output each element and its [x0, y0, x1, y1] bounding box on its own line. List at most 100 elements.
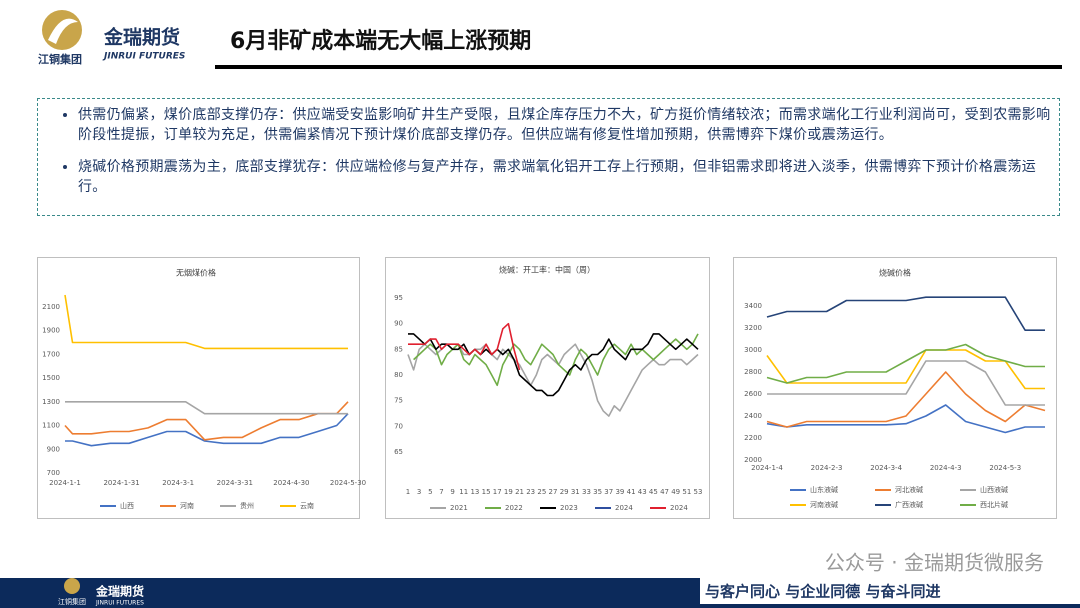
x-tick-label: 2024-1-4	[751, 464, 783, 472]
y-tick-label: 2800	[744, 368, 762, 376]
series-line	[766, 296, 1045, 331]
legend-label: 河南液碱	[810, 500, 838, 509]
x-tick-label: 2024-1-1	[49, 479, 81, 487]
footer-logo-name-en: JINRUI FUTURES	[95, 600, 144, 607]
x-tick-label: 27	[549, 488, 558, 496]
page-title: 6月非矿成本端无大幅上涨预期	[230, 28, 531, 54]
y-tick-label: 1900	[42, 327, 60, 335]
chart-title: 无烟煤价格	[176, 268, 216, 278]
bullet: 烧碱价格预期震荡为主，底部支撑犹存：供应端检修与复产并存，需求端氧化铝开工存上行…	[78, 157, 1051, 197]
x-tick-label: 37	[604, 488, 613, 496]
y-tick-label: 2000	[744, 456, 762, 464]
x-tick-label: 3	[417, 488, 421, 496]
y-tick-label: 2100	[42, 303, 60, 311]
y-tick-label: 700	[47, 469, 60, 477]
footer-logo-group: 江铜集团	[58, 597, 86, 606]
y-tick-label: 1300	[42, 398, 60, 406]
y-tick-label: 85	[394, 345, 403, 353]
x-tick-label: 51	[682, 488, 691, 496]
legend-label: 贵州	[240, 501, 254, 510]
legend-label: 2021	[450, 504, 468, 512]
x-tick-label: 2024-4-30	[273, 479, 309, 487]
legend-label: 河南	[180, 501, 194, 510]
x-tick-label: 23	[526, 488, 535, 496]
series-line	[64, 401, 349, 441]
x-tick-label: 49	[671, 488, 680, 496]
y-tick-label: 2600	[744, 390, 762, 398]
x-tick-label: 15	[482, 488, 491, 496]
x-tick-label: 39	[615, 488, 624, 496]
y-tick-label: 80	[394, 371, 403, 379]
series-line	[766, 349, 1045, 390]
logo-name-en: JINRUI FUTURES	[102, 52, 185, 62]
logo-group: 江铜集团	[38, 52, 82, 66]
legend-label: 2022	[505, 504, 523, 512]
x-tick-label: 2024-3-1	[162, 479, 194, 487]
logo-name: 金瑞期货	[103, 26, 180, 49]
x-tick-label: 2024-5-3	[989, 464, 1021, 472]
x-tick-label: 2024-1-31	[103, 479, 139, 487]
y-tick-label: 2200	[744, 434, 762, 442]
x-tick-label: 53	[694, 488, 703, 496]
series-line	[65, 401, 348, 415]
chart-panel	[37, 257, 360, 519]
logo-mark	[48, 18, 78, 44]
x-tick-label: 47	[660, 488, 669, 496]
x-tick-label: 31	[571, 488, 580, 496]
legend-label: 2024	[670, 504, 688, 512]
title-rule	[215, 65, 1062, 69]
y-tick-label: 3000	[744, 346, 762, 354]
legend-label: 西北片碱	[980, 500, 1008, 509]
legend-label: 2024	[615, 504, 633, 512]
legend-label: 山西	[120, 501, 134, 510]
watermark: 公众号 · 金瑞期货微服务	[825, 551, 1044, 575]
x-tick-label: 2024-2-3	[811, 464, 843, 472]
footer-rule	[700, 604, 1080, 608]
y-tick-label: 90	[394, 320, 403, 328]
x-tick-label: 43	[638, 488, 647, 496]
x-tick-label: 21	[515, 488, 524, 496]
x-tick-label: 29	[560, 488, 569, 496]
y-tick-label: 65	[394, 448, 403, 456]
series-line	[65, 413, 349, 447]
legend-label: 河北液碱	[895, 485, 923, 494]
y-tick-label: 1500	[42, 374, 60, 382]
x-tick-label: 11	[459, 488, 468, 496]
x-tick-label: 33	[582, 488, 591, 496]
x-tick-label: 45	[649, 488, 658, 496]
y-tick-label: 3400	[744, 302, 762, 310]
y-tick-label: 2400	[744, 412, 762, 420]
x-tick-label: 25	[537, 488, 546, 496]
x-tick-label: 7	[439, 488, 443, 496]
y-tick-label: 70	[394, 422, 403, 430]
x-tick-label: 17	[493, 488, 502, 496]
footer-logo-name: 金瑞期货	[95, 584, 144, 599]
chart-title: 烧碱价格	[879, 268, 911, 278]
x-tick-label: 35	[593, 488, 602, 496]
series-line	[766, 343, 1045, 384]
legend-label: 山西液碱	[980, 485, 1008, 494]
summary-box: 供需仍偏紧，煤价底部支撑仍存：供应端受安监影响矿井生产受限，且煤企库存压力不大，…	[37, 98, 1060, 216]
legend-label: 广西液碱	[895, 500, 923, 509]
legend-label: 2023	[560, 504, 578, 512]
chart-panel	[385, 257, 710, 519]
legend-label: 山东液碱	[810, 485, 838, 494]
footer-logo-mark	[64, 578, 80, 594]
x-tick-label: 13	[470, 488, 479, 496]
footer-band	[0, 578, 700, 608]
series-line	[766, 404, 1045, 434]
bullet: 供需仍偏紧，煤价底部支撑仍存：供应端受安监影响矿井生产受限，且煤企库存压力不大，…	[78, 105, 1051, 145]
y-tick-label: 3200	[744, 324, 762, 332]
y-tick-label: 75	[394, 397, 403, 405]
x-tick-label: 19	[504, 488, 513, 496]
series-line	[767, 360, 1045, 406]
x-tick-label: 1	[406, 488, 410, 496]
x-tick-label: 2024-3-4	[870, 464, 902, 472]
x-tick-label: 5	[428, 488, 432, 496]
series-line	[766, 371, 1046, 428]
y-tick-label: 1700	[42, 350, 60, 358]
series-line	[64, 294, 348, 350]
series-line	[408, 333, 699, 397]
